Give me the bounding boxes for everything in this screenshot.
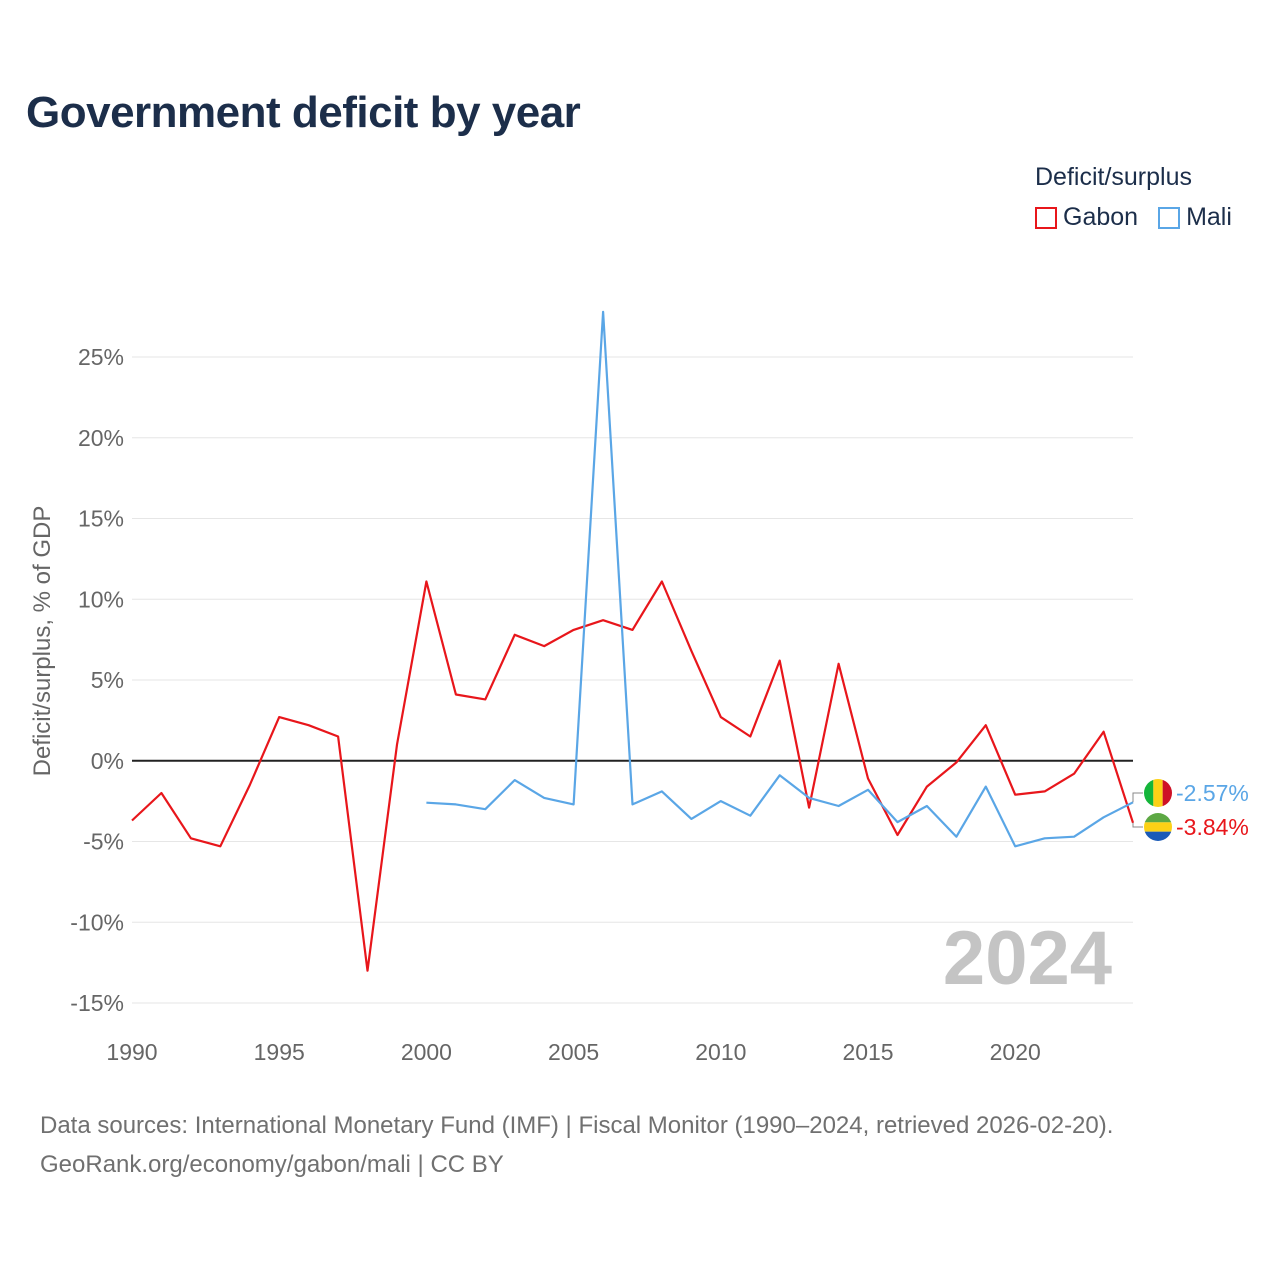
y-tick-label: 10% bbox=[78, 586, 124, 612]
y-tick-label: -15% bbox=[70, 990, 124, 1016]
y-tick-label: 0% bbox=[91, 748, 124, 774]
legend-swatch-mali bbox=[1158, 206, 1181, 229]
legend: Gabon Mali bbox=[1035, 203, 1232, 232]
year-watermark: 2024 bbox=[943, 916, 1112, 1001]
legend-item-mali[interactable]: Mali bbox=[1158, 203, 1232, 232]
end-connector bbox=[1132, 822, 1143, 828]
x-tick-label: 2015 bbox=[842, 1039, 893, 1065]
x-tick-label: 2020 bbox=[990, 1039, 1041, 1065]
y-tick-label: -5% bbox=[83, 829, 124, 855]
series-line-mali[interactable] bbox=[426, 310, 1134, 848]
legend-swatch-gabon bbox=[1035, 206, 1057, 229]
chart-title: Government deficit by year bbox=[26, 88, 581, 137]
source-line-1: Data sources: International Monetary Fun… bbox=[40, 1112, 1114, 1139]
legend-label-gabon: Gabon bbox=[1063, 203, 1139, 231]
legend-label-mali: Mali bbox=[1186, 203, 1232, 231]
grid-lines bbox=[132, 356, 1133, 1004]
series-line-gabon[interactable] bbox=[131, 580, 1135, 972]
mali-flag-icon bbox=[1144, 779, 1172, 807]
y-axis-label: Deficit/surplus, % of GDP bbox=[29, 506, 56, 777]
series-lines bbox=[131, 310, 1135, 972]
x-tick-label: 2000 bbox=[401, 1039, 452, 1065]
x-tick-label: 2005 bbox=[548, 1039, 599, 1065]
source-note: Data sources: International Monetary Fun… bbox=[40, 1106, 1113, 1184]
x-axis-ticks: 1990 1995 2000 2005 2010 2015 2020 bbox=[106, 1039, 1040, 1065]
end-label-mali: -2.57% bbox=[1176, 780, 1249, 806]
y-tick-label: 15% bbox=[78, 506, 124, 532]
y-axis-ticks: -15% -10% -5% 0% 5% 10% 15% 20% 25% bbox=[70, 344, 124, 1016]
y-tick-label: 25% bbox=[78, 344, 124, 370]
legend-title: Deficit/surplus bbox=[1035, 163, 1192, 191]
gabon-flag-icon bbox=[1144, 813, 1172, 841]
end-label-gabon: -3.84% bbox=[1176, 814, 1249, 840]
x-tick-label: 1990 bbox=[106, 1039, 157, 1065]
legend-item-gabon[interactable]: Gabon bbox=[1035, 203, 1138, 232]
end-connector bbox=[1132, 792, 1143, 803]
y-tick-label: -10% bbox=[70, 909, 124, 935]
source-line-2[interactable]: GeoRank.org/economy/gabon/mali | CC BY bbox=[40, 1151, 504, 1178]
end-markers: -3.84% -2.57% bbox=[1132, 779, 1249, 841]
x-tick-label: 1995 bbox=[254, 1039, 305, 1065]
y-tick-label: 20% bbox=[78, 425, 124, 451]
x-tick-label: 2010 bbox=[695, 1039, 746, 1065]
y-tick-label: 5% bbox=[91, 667, 124, 693]
